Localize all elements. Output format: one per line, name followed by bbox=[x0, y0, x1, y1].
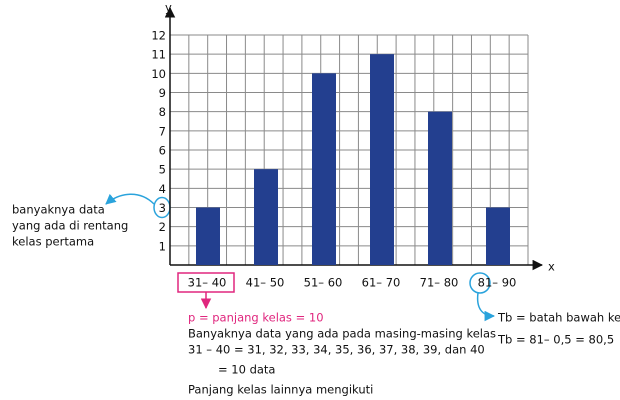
annotation: 31 – 40 = 31, 32, 33, 34, 35, 36, 37, 38… bbox=[188, 343, 485, 357]
annotation: banyaknya data bbox=[12, 203, 105, 217]
bar bbox=[370, 54, 394, 265]
x-tick-label: 41– 50 bbox=[246, 276, 285, 290]
y-tick-label: 6 bbox=[159, 144, 166, 158]
y-tick-label: 11 bbox=[151, 48, 166, 62]
annotation: p = panjang kelas = 10 bbox=[188, 311, 324, 325]
annotation: kelas pertama bbox=[12, 235, 94, 249]
highlight-circle bbox=[469, 272, 491, 294]
y-tick-label: 5 bbox=[159, 163, 166, 177]
x-axis-label: x bbox=[548, 260, 555, 274]
x-tick-label: 31– 40 bbox=[188, 276, 227, 290]
x-tick-label: 51– 60 bbox=[304, 276, 343, 290]
annotation: = 10 data bbox=[218, 363, 275, 377]
annotation: Tb = 81– 0,5 = 80,5 bbox=[497, 333, 614, 347]
annotation: yang ada di rentang bbox=[12, 219, 128, 233]
y-tick-label: 10 bbox=[151, 67, 166, 81]
y-axis-label: y bbox=[165, 1, 172, 15]
x-tick-label: 71– 80 bbox=[420, 276, 459, 290]
y-tick-label: 7 bbox=[159, 124, 166, 138]
bar bbox=[196, 207, 220, 265]
annotation: Tb = batah bawah kelas bbox=[497, 311, 620, 325]
x-tick-label: 61– 70 bbox=[362, 276, 401, 290]
arrow bbox=[476, 292, 496, 322]
y-tick-label: 4 bbox=[159, 182, 166, 196]
y-tick-label: 12 bbox=[151, 29, 166, 43]
y-tick-label: 2 bbox=[159, 220, 166, 234]
grid bbox=[170, 34, 529, 265]
annotation: Banyaknya data yang ada pada masing-masi… bbox=[188, 327, 496, 341]
bar bbox=[486, 207, 510, 265]
bar bbox=[254, 169, 278, 265]
y-tick-label: 1 bbox=[159, 239, 166, 253]
annotation: Panjang kelas lainnya mengikuti bbox=[188, 383, 373, 397]
bar bbox=[428, 111, 452, 266]
bar bbox=[312, 73, 336, 265]
y-tick-label: 9 bbox=[159, 86, 166, 100]
y-tick-label: 3 bbox=[159, 201, 166, 215]
x-tick-label: 81– 90 bbox=[478, 276, 517, 290]
arrow bbox=[105, 193, 155, 205]
y-tick-label: 8 bbox=[159, 105, 166, 119]
